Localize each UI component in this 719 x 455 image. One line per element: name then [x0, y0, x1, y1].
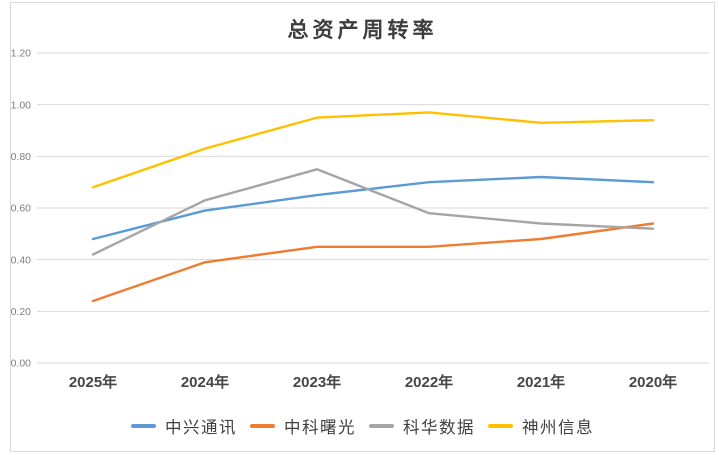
plot-area: 1.20 1.00 0.80 0.60 0.40 0.20 0.00 2025年 2024年 20… [11, 48, 709, 391]
legend-item-神州信息[interactable]: 神州信息 [488, 414, 594, 438]
x-axis-tick-label: 2025年 [69, 373, 117, 391]
y-axis-tick-label: 0.60 [11, 203, 31, 215]
legend-label: 科华数据 [403, 418, 475, 437]
legend-label: 神州信息 [522, 418, 594, 437]
chart-container[interactable]: 总资产周转率 1.20 1.00 0.80 0.60 0.40 0.20 0.00 2025年… [10, 2, 715, 452]
y-axis-tick-label: 1.00 [11, 99, 31, 111]
y-axis-tick-label: 0.80 [11, 151, 31, 163]
legend-item-中科曙光[interactable]: 中科曙光 [250, 414, 356, 438]
legend-item-科华数据[interactable]: 科华数据 [369, 414, 475, 438]
y-axis-tick-label: 0.00 [11, 358, 31, 370]
y-axis-tick-label: 0.20 [11, 306, 31, 318]
x-axis-tick-label: 2021年 [517, 373, 565, 391]
legend-marker-icon [369, 424, 394, 428]
y-axis-tick-label: 1.20 [11, 48, 31, 60]
legend-label: 中兴通讯 [165, 418, 237, 437]
x-axis-tick-label: 2020年 [629, 373, 677, 391]
x-axis-tick-label: 2023年 [293, 373, 341, 391]
legend-marker-icon [488, 424, 513, 428]
y-axis-tick-label: 0.40 [11, 254, 31, 266]
legend-item-中兴通讯[interactable]: 中兴通讯 [131, 414, 237, 438]
series-line-神州信息 [91, 111, 655, 189]
legend-marker-icon [250, 424, 275, 428]
legend-marker-icon [131, 424, 156, 428]
chart-title: 总资产周转率 [287, 18, 438, 42]
series-line-科华数据 [91, 168, 655, 256]
legend-label: 中科曙光 [284, 418, 356, 437]
legend: 中兴通讯 中科曙光 科华数据 神州信息 [11, 414, 714, 438]
x-axis-tick-label: 2022年 [405, 373, 453, 391]
series-line-中兴通讯 [91, 175, 655, 241]
x-axis-tick-label: 2024年 [181, 373, 229, 391]
series-line-中科曙光 [91, 222, 655, 303]
